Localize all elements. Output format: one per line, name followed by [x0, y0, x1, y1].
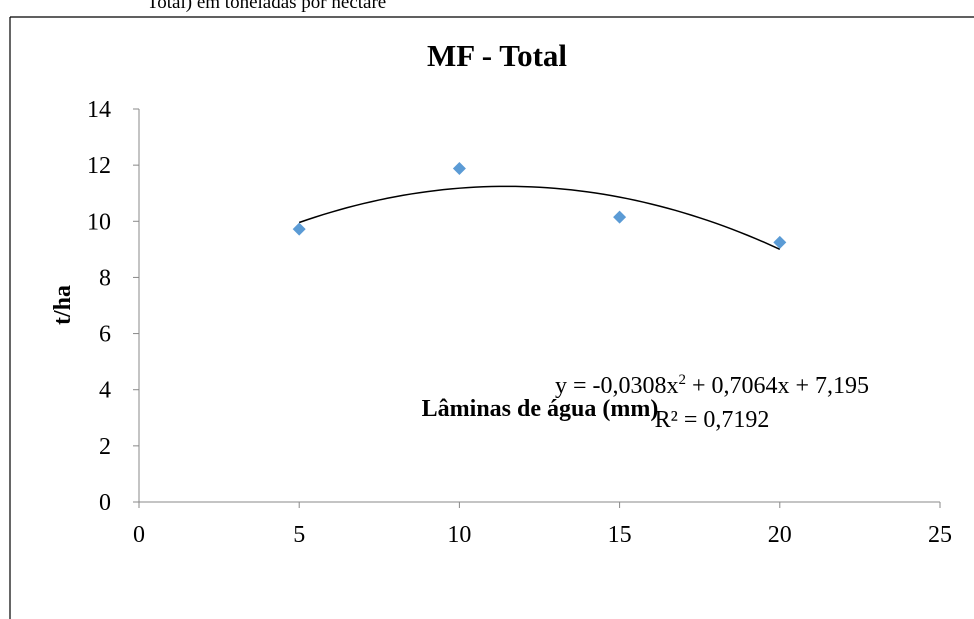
- x-tick-label: 15: [608, 522, 632, 548]
- x-tick-label: 5: [293, 522, 305, 548]
- data-point: [452, 162, 466, 176]
- equation-prefix: y = -0,0308x: [555, 373, 679, 399]
- x-tick-label: 25: [928, 522, 952, 548]
- chart-title: MF - Total: [427, 38, 567, 73]
- equation-suffix: + 0,7064x + 7,195: [686, 373, 869, 399]
- y-ticks: 0 2 4 6 8 10 12 14: [87, 97, 139, 516]
- axes: [138, 109, 940, 503]
- y-tick-label: 6: [99, 322, 111, 348]
- data-point: [773, 235, 787, 249]
- y-tick-label: 10: [87, 209, 111, 235]
- x-ticks: 0 5 10 15 20 25: [133, 502, 952, 548]
- data-point: [613, 210, 627, 224]
- x-tick-label: 0: [133, 522, 145, 548]
- x-axis-label: Lâminas de água (mm): [422, 396, 659, 422]
- y-tick-label: 8: [99, 265, 111, 291]
- trendline: [298, 185, 781, 250]
- y-axis-label: t/ha: [50, 285, 76, 325]
- x-tick-label: 20: [768, 522, 792, 548]
- y-tick-label: 0: [99, 490, 111, 516]
- data-points: [292, 162, 787, 249]
- r-squared-label: R² = 0,7192: [655, 407, 770, 433]
- x-tick-label: 10: [447, 522, 471, 548]
- y-tick-label: 12: [87, 153, 111, 179]
- equation-superscript: 2: [678, 372, 686, 388]
- data-point: [292, 222, 306, 236]
- caption-fragment: Total) em toneladas por hectare: [147, 0, 386, 13]
- y-tick-label: 14: [87, 97, 111, 123]
- equation-label: y = -0,0308x2 + 0,7064x + 7,195: [555, 372, 869, 399]
- y-tick-label: 4: [99, 378, 111, 404]
- y-tick-label: 2: [99, 434, 111, 460]
